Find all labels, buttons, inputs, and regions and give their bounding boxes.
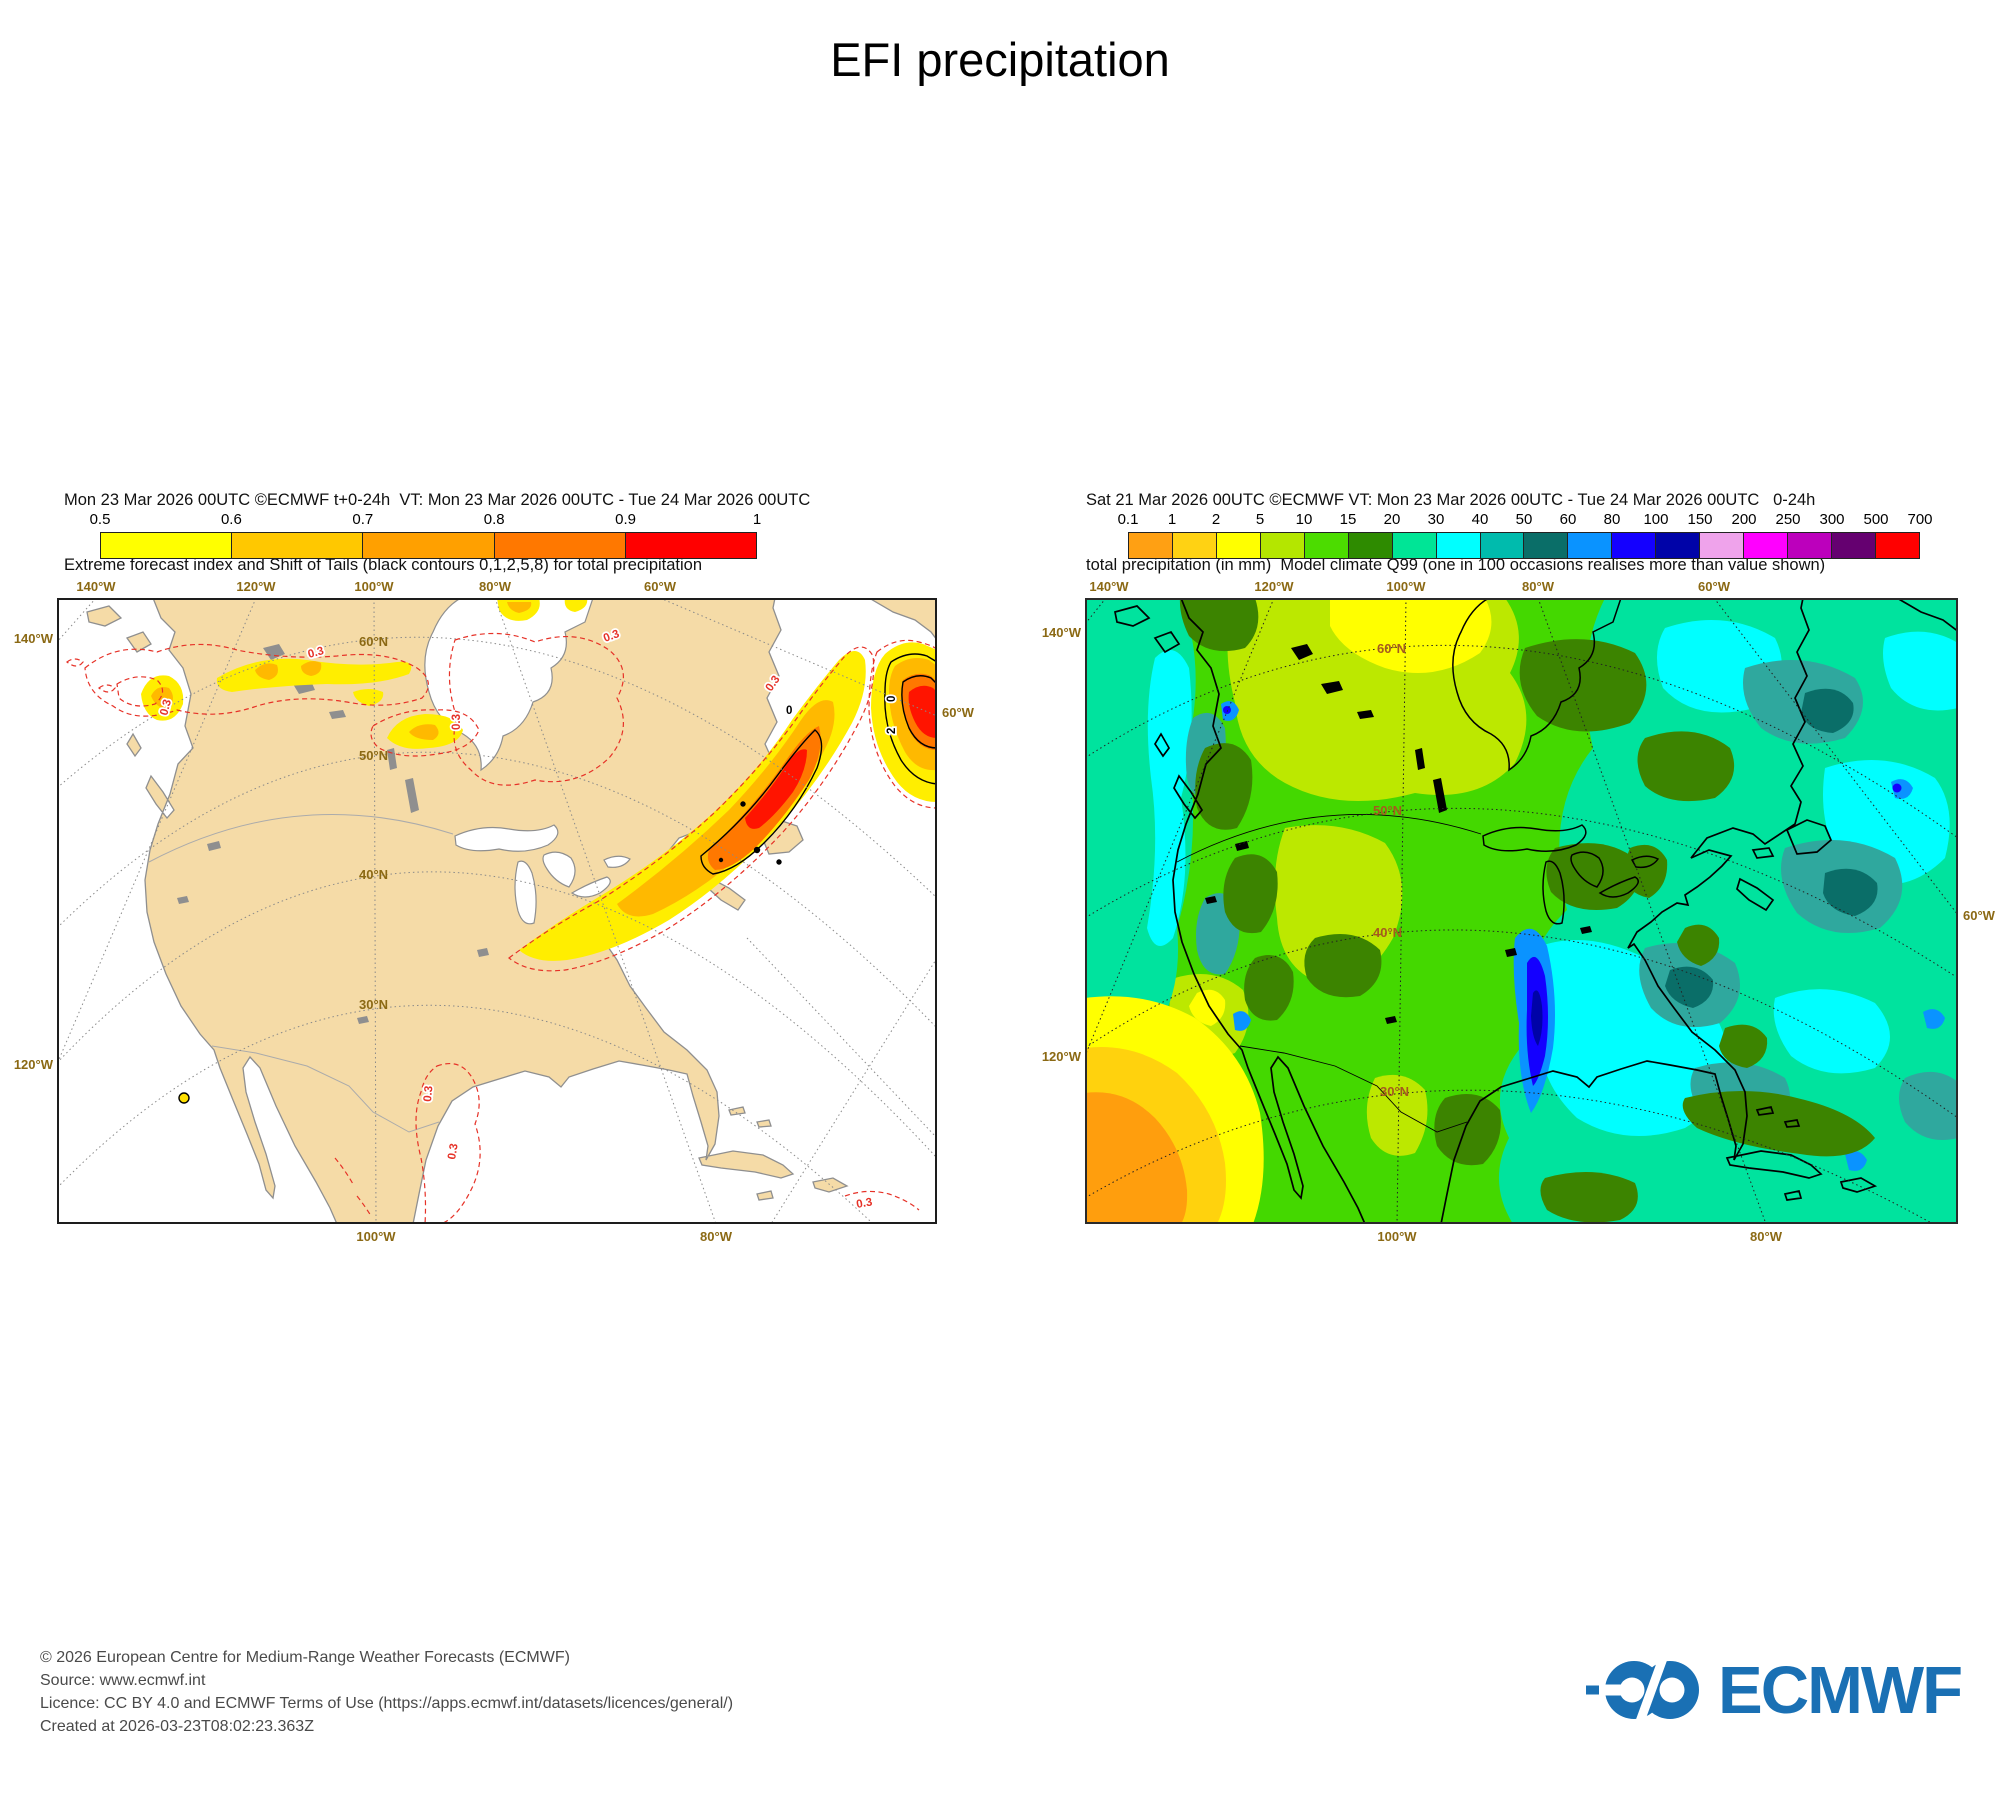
svg-text:30°N: 30°N <box>359 997 388 1012</box>
axis-label: 100°W <box>356 1229 396 1244</box>
axis-label: 80°W <box>1522 579 1554 594</box>
left-panel-header: Mon 23 Mar 2026 00UTC ©ECMWF t+0-24h VT:… <box>64 447 810 598</box>
graticule <box>57 598 937 1224</box>
efi-map-canvas: 0.3 0.3 0.3 0.3 0.3 0.3 0.3 0.3 0 0 2 60… <box>57 598 937 1224</box>
axis-label: 80°W <box>700 1229 732 1244</box>
svg-text:30°N: 30°N <box>1380 1084 1409 1099</box>
efi-colorbar-ticks: 0.5 0.6 0.7 0.8 0.9 1 <box>89 511 762 528</box>
efi-colorbar: 0.5 0.6 0.7 0.8 0.9 1 <box>89 511 762 559</box>
svg-text:40°N: 40°N <box>1373 925 1402 940</box>
axis-label: 140°W <box>76 579 116 594</box>
svg-text:0.3: 0.3 <box>422 1085 435 1102</box>
map-frame <box>1085 598 1958 1224</box>
axis-label: 120°W <box>1041 1049 1081 1064</box>
axis-label: 140°W <box>1089 579 1129 594</box>
graticule <box>1085 598 1958 1224</box>
axis-label: 60°W <box>1698 579 1730 594</box>
svg-text:50°N: 50°N <box>1373 803 1402 818</box>
footer-created-at: Created at 2026-03-23T08:02:23.363Z <box>40 1718 314 1735</box>
svg-text:60°N: 60°N <box>1377 641 1406 656</box>
efi-map: 0.3 0.3 0.3 0.3 0.3 0.3 0.3 0.3 0 0 2 60… <box>14 579 974 1244</box>
svg-text:50°N: 50°N <box>359 748 388 763</box>
svg-text:0.3: 0.3 <box>451 714 463 730</box>
precip-colorbar-ticks: 0.1 1 2 5 10 15 20 30 40 50 60 80 100 150 200 250 300 500… <box>1117 511 1933 528</box>
right-panel-header: Sat 21 Mar 2026 00UTC ©ECMWF VT: Mon 23 … <box>1086 447 1825 598</box>
map-frame <box>57 598 937 1224</box>
precip-colorbar-swatches <box>1128 532 1920 559</box>
shift-of-tails-contours <box>178 653 937 1104</box>
footer-licence: Licence: CC BY 4.0 and ECMWF Terms of Us… <box>40 1695 734 1712</box>
svg-text:0.3: 0.3 <box>446 1143 461 1161</box>
axis-label: 140°W <box>1041 625 1081 640</box>
axis-label: 100°W <box>1377 1229 1417 1244</box>
ecmwf-logo: ECMWF <box>1586 1650 1963 1730</box>
footer-source: Source: www.ecmwf.int <box>40 1672 206 1689</box>
axis-label: 120°W <box>1254 579 1294 594</box>
efi-contours <box>66 632 937 1224</box>
precip-colorbar: 0.1 1 2 5 10 15 20 30 40 50 60 80 100 150 200 250 300 500… <box>1117 511 1933 559</box>
parallel-labels: 60°N 50°N 40°N 30°N <box>359 634 388 1012</box>
left-header-line1: Mon 23 Mar 2026 00UTC ©ECMWF t+0-24h VT:… <box>64 491 811 509</box>
axis-label: 100°W <box>354 579 394 594</box>
svg-text:0.3: 0.3 <box>855 1196 873 1211</box>
axis-label: 80°W <box>479 579 511 594</box>
axis-label: 60°W <box>942 705 974 720</box>
ecmwf-logo-text: ECMWF <box>1718 1652 1963 1728</box>
axis-label: 120°W <box>236 579 276 594</box>
axis-label: 100°W <box>1386 579 1426 594</box>
efi-colorbar-swatches <box>100 532 757 559</box>
svg-text:0: 0 <box>886 696 898 702</box>
page-title: EFI precipitation <box>830 33 1170 86</box>
axis-label: 60°W <box>1963 908 1995 923</box>
precip-map-canvas: 60°N 50°N 40°N 30°N <box>1085 598 1958 1224</box>
ecmwf-logo-icon <box>1586 1654 1699 1726</box>
parallel-labels: 60°N 50°N 40°N 30°N <box>1373 641 1409 1099</box>
footer-copyright: © 2026 European Centre for Medium-Range … <box>40 1649 570 1666</box>
svg-text:2: 2 <box>886 728 898 734</box>
axis-label: 80°W <box>1750 1229 1782 1244</box>
svg-text:60°N: 60°N <box>359 634 388 649</box>
svg-text:40°N: 40°N <box>359 867 388 882</box>
axis-label: 140°W <box>13 631 53 646</box>
precip-map: 60°N 50°N 40°N 30°N 140°W 120°W 100°W 80… <box>1042 579 1995 1244</box>
svg-text:0: 0 <box>786 705 792 717</box>
right-header-line2: total precipitation (in mm) Model climat… <box>1086 555 1826 574</box>
right-header-line1: Sat 21 Mar 2026 00UTC ©ECMWF VT: Mon 23 … <box>1086 491 1816 509</box>
axis-label: 120°W <box>13 1057 53 1072</box>
efi-shading <box>141 598 937 961</box>
axis-label: 60°W <box>644 579 676 594</box>
footer: © 2026 European Centre for Medium-Range … <box>40 1646 733 1738</box>
left-header-line2: Extreme forecast index and Shift of Tail… <box>64 555 703 574</box>
